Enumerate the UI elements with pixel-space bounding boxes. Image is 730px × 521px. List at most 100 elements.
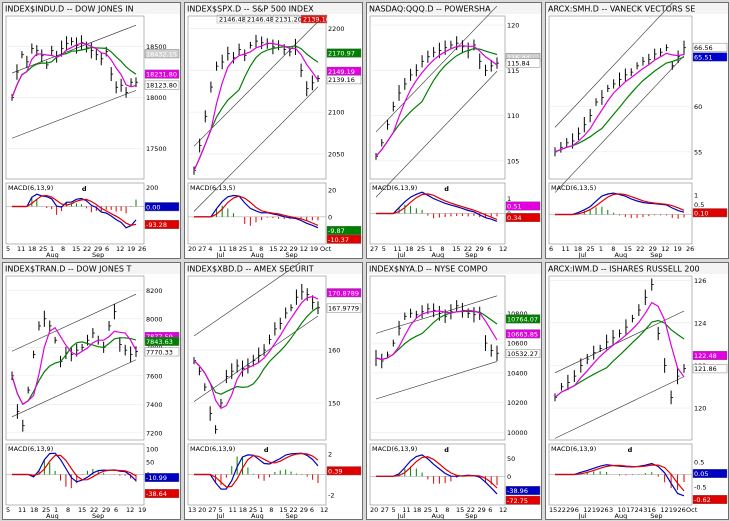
- macd-tick-label: 50: [507, 455, 515, 463]
- moving-average-fast: [193, 42, 319, 171]
- x-tick-label: 25: [424, 506, 432, 514]
- price-badge-value: 121.86: [694, 365, 717, 373]
- price-tick-label: 120: [694, 405, 706, 413]
- ohlc-value: 2131.20: [275, 16, 302, 24]
- chart-panel-smh[interactable]: ARCX:SMH.D -- VANECK VECTORS SE 60 55 66.56…: [545, 2, 729, 259]
- macd-label: MACD(6,13,9): [551, 445, 596, 453]
- chart-panel-xbd[interactable]: INDEX$XBD.D -- AMEX SECURIT 160 150 170.878…: [184, 262, 363, 520]
- ohlc-value: 2139.16: [303, 16, 330, 24]
- macd-line: [376, 454, 498, 495]
- x-tick-label: 22: [636, 245, 644, 253]
- x-tick-label: 6: [114, 506, 118, 514]
- price-badge: [692, 42, 728, 52]
- x-tick-label: 5: [6, 245, 10, 253]
- macd-badge-value: 0.39: [328, 467, 342, 475]
- chart-panel-qqq[interactable]: NASDAQ:QQQ.D -- POWERSHA 120 115 110 105 116.…: [366, 2, 542, 259]
- trend-line: [193, 21, 319, 147]
- x-tick-label: 1: [50, 245, 54, 253]
- price-badge-value: 18432.15: [146, 50, 177, 58]
- x-tick-label: 6: [575, 506, 579, 514]
- chart-panel-dji[interactable]: INDEX$INDU.D -- DOW JONES IN 18500 18000 17…: [2, 2, 181, 259]
- x-tick-label: 15: [72, 245, 80, 253]
- macd-tick-label: 1: [694, 191, 698, 199]
- trend-line: [375, 71, 498, 198]
- macd-frame: [369, 443, 506, 506]
- x-tick-label: 1: [599, 245, 603, 253]
- x-tick-label: 6: [488, 506, 492, 514]
- macd-badge-value: -38.64: [146, 490, 167, 498]
- price-badge: [326, 75, 362, 85]
- price-tick-label: 10800: [507, 310, 528, 318]
- chart-panel-nya[interactable]: INDEX$NYA.D -- NYSE COMPO 10800 10600 10400…: [366, 262, 542, 520]
- chart-panel-tran[interactable]: INDEX$TRAN.D -- DOW JONES T8200800078007…: [2, 262, 181, 520]
- month-label: Aug: [432, 251, 445, 258]
- price-badge-value: 2170.97: [328, 50, 355, 58]
- chart-svg-nya: INDEX$NYA.D -- NYSE COMPO 10800 10600 10400…: [367, 263, 541, 519]
- x-tick-label: 25: [239, 245, 247, 253]
- x-tick-label: 18: [239, 506, 247, 514]
- price-badge: [505, 329, 541, 339]
- price-frame: [5, 275, 145, 441]
- macd-badge: [692, 495, 728, 504]
- panel-title: NASDAQ:QQQ.D -- POWERSHA: [369, 5, 491, 14]
- price-tick-label: 2050: [328, 150, 345, 158]
- moving-average-slow: [193, 45, 319, 171]
- price-tick-label: 124: [694, 319, 706, 327]
- x-tick-label: 22: [464, 245, 472, 253]
- macd-badge: [505, 495, 541, 505]
- chart-panel-iwm[interactable]: ARCX:IWM.D -- ISHARES RUSSELL 200 126 124 1…: [545, 262, 729, 520]
- macd-signal-line: [376, 193, 498, 220]
- panel-title: INDEX$NYA.D -- NYSE COMPO: [369, 265, 488, 274]
- month-label: Sep: [650, 512, 662, 519]
- chart-panel-spx[interactable]: INDEX$SPX.D -- S&P 500 INDEX 2146.48 2146.…: [184, 2, 363, 259]
- x-tick-label: 15: [78, 506, 86, 514]
- macd-badge-value: -10.37: [328, 236, 349, 244]
- month-label: Sep: [465, 512, 477, 519]
- x-tick-label: 6: [652, 506, 656, 514]
- price-badge-value: 115.84: [507, 60, 530, 68]
- x-tick-label: 8: [259, 245, 263, 253]
- x-tick-label: 1: [54, 506, 58, 514]
- macd-signal-line: [194, 452, 319, 488]
- x-tick-label: 11: [18, 506, 26, 514]
- x-tick-label: 11: [229, 506, 237, 514]
- price-tick-label: 18500: [146, 43, 167, 51]
- x-tick-label: 15: [456, 506, 464, 514]
- price-badge: [144, 49, 180, 59]
- x-tick-label: 1: [429, 245, 433, 253]
- x-tick-label: 3: [609, 506, 613, 514]
- macd-badge-value: -10.99: [146, 474, 167, 482]
- macd-signal-line: [376, 456, 498, 489]
- x-tick-label: 6: [487, 245, 491, 253]
- x-tick-label: 6: [310, 506, 314, 514]
- month-label: Aug: [615, 512, 628, 519]
- macd-label: MACD(6,13,5): [551, 184, 596, 192]
- macd-annotation: d: [264, 446, 269, 454]
- chart-svg-smh: ARCX:SMH.D -- VANECK VECTORS SE 60 55 66.56…: [546, 3, 728, 258]
- macd-badge-value: 0.34: [507, 214, 521, 222]
- x-tick-label: 15: [549, 506, 557, 514]
- x-tick-label: 12: [300, 245, 308, 253]
- macd-tick-label: 0: [507, 473, 511, 481]
- moving-average-fast: [11, 326, 137, 406]
- price-badge-value: 10663.85: [507, 330, 538, 338]
- x-tick-label: 12: [583, 506, 591, 514]
- trend-line: [375, 5, 498, 133]
- macd-signal-line: [555, 464, 685, 492]
- macd-badge-value: 0.10: [694, 209, 708, 217]
- price-tick-label: 55: [694, 148, 702, 156]
- x-tick-label: 29: [476, 245, 484, 253]
- macd-badge-value: -38.96: [507, 487, 528, 495]
- price-badge-value: 66.56: [694, 44, 713, 52]
- x-tick-label: 18: [30, 506, 38, 514]
- macd-tick-label: 50: [146, 458, 154, 466]
- x-tick-label: 8: [269, 506, 273, 514]
- trend-line: [11, 293, 137, 352]
- price-badge-value: 116.44: [507, 54, 530, 62]
- month-label: Sep: [286, 251, 298, 258]
- price-tick-label: 150: [328, 399, 340, 407]
- price-badge-value: 122.48: [694, 352, 717, 360]
- x-tick-label: 19: [674, 245, 682, 253]
- month-label: Aug: [46, 251, 59, 258]
- macd-annotation: d: [82, 185, 87, 193]
